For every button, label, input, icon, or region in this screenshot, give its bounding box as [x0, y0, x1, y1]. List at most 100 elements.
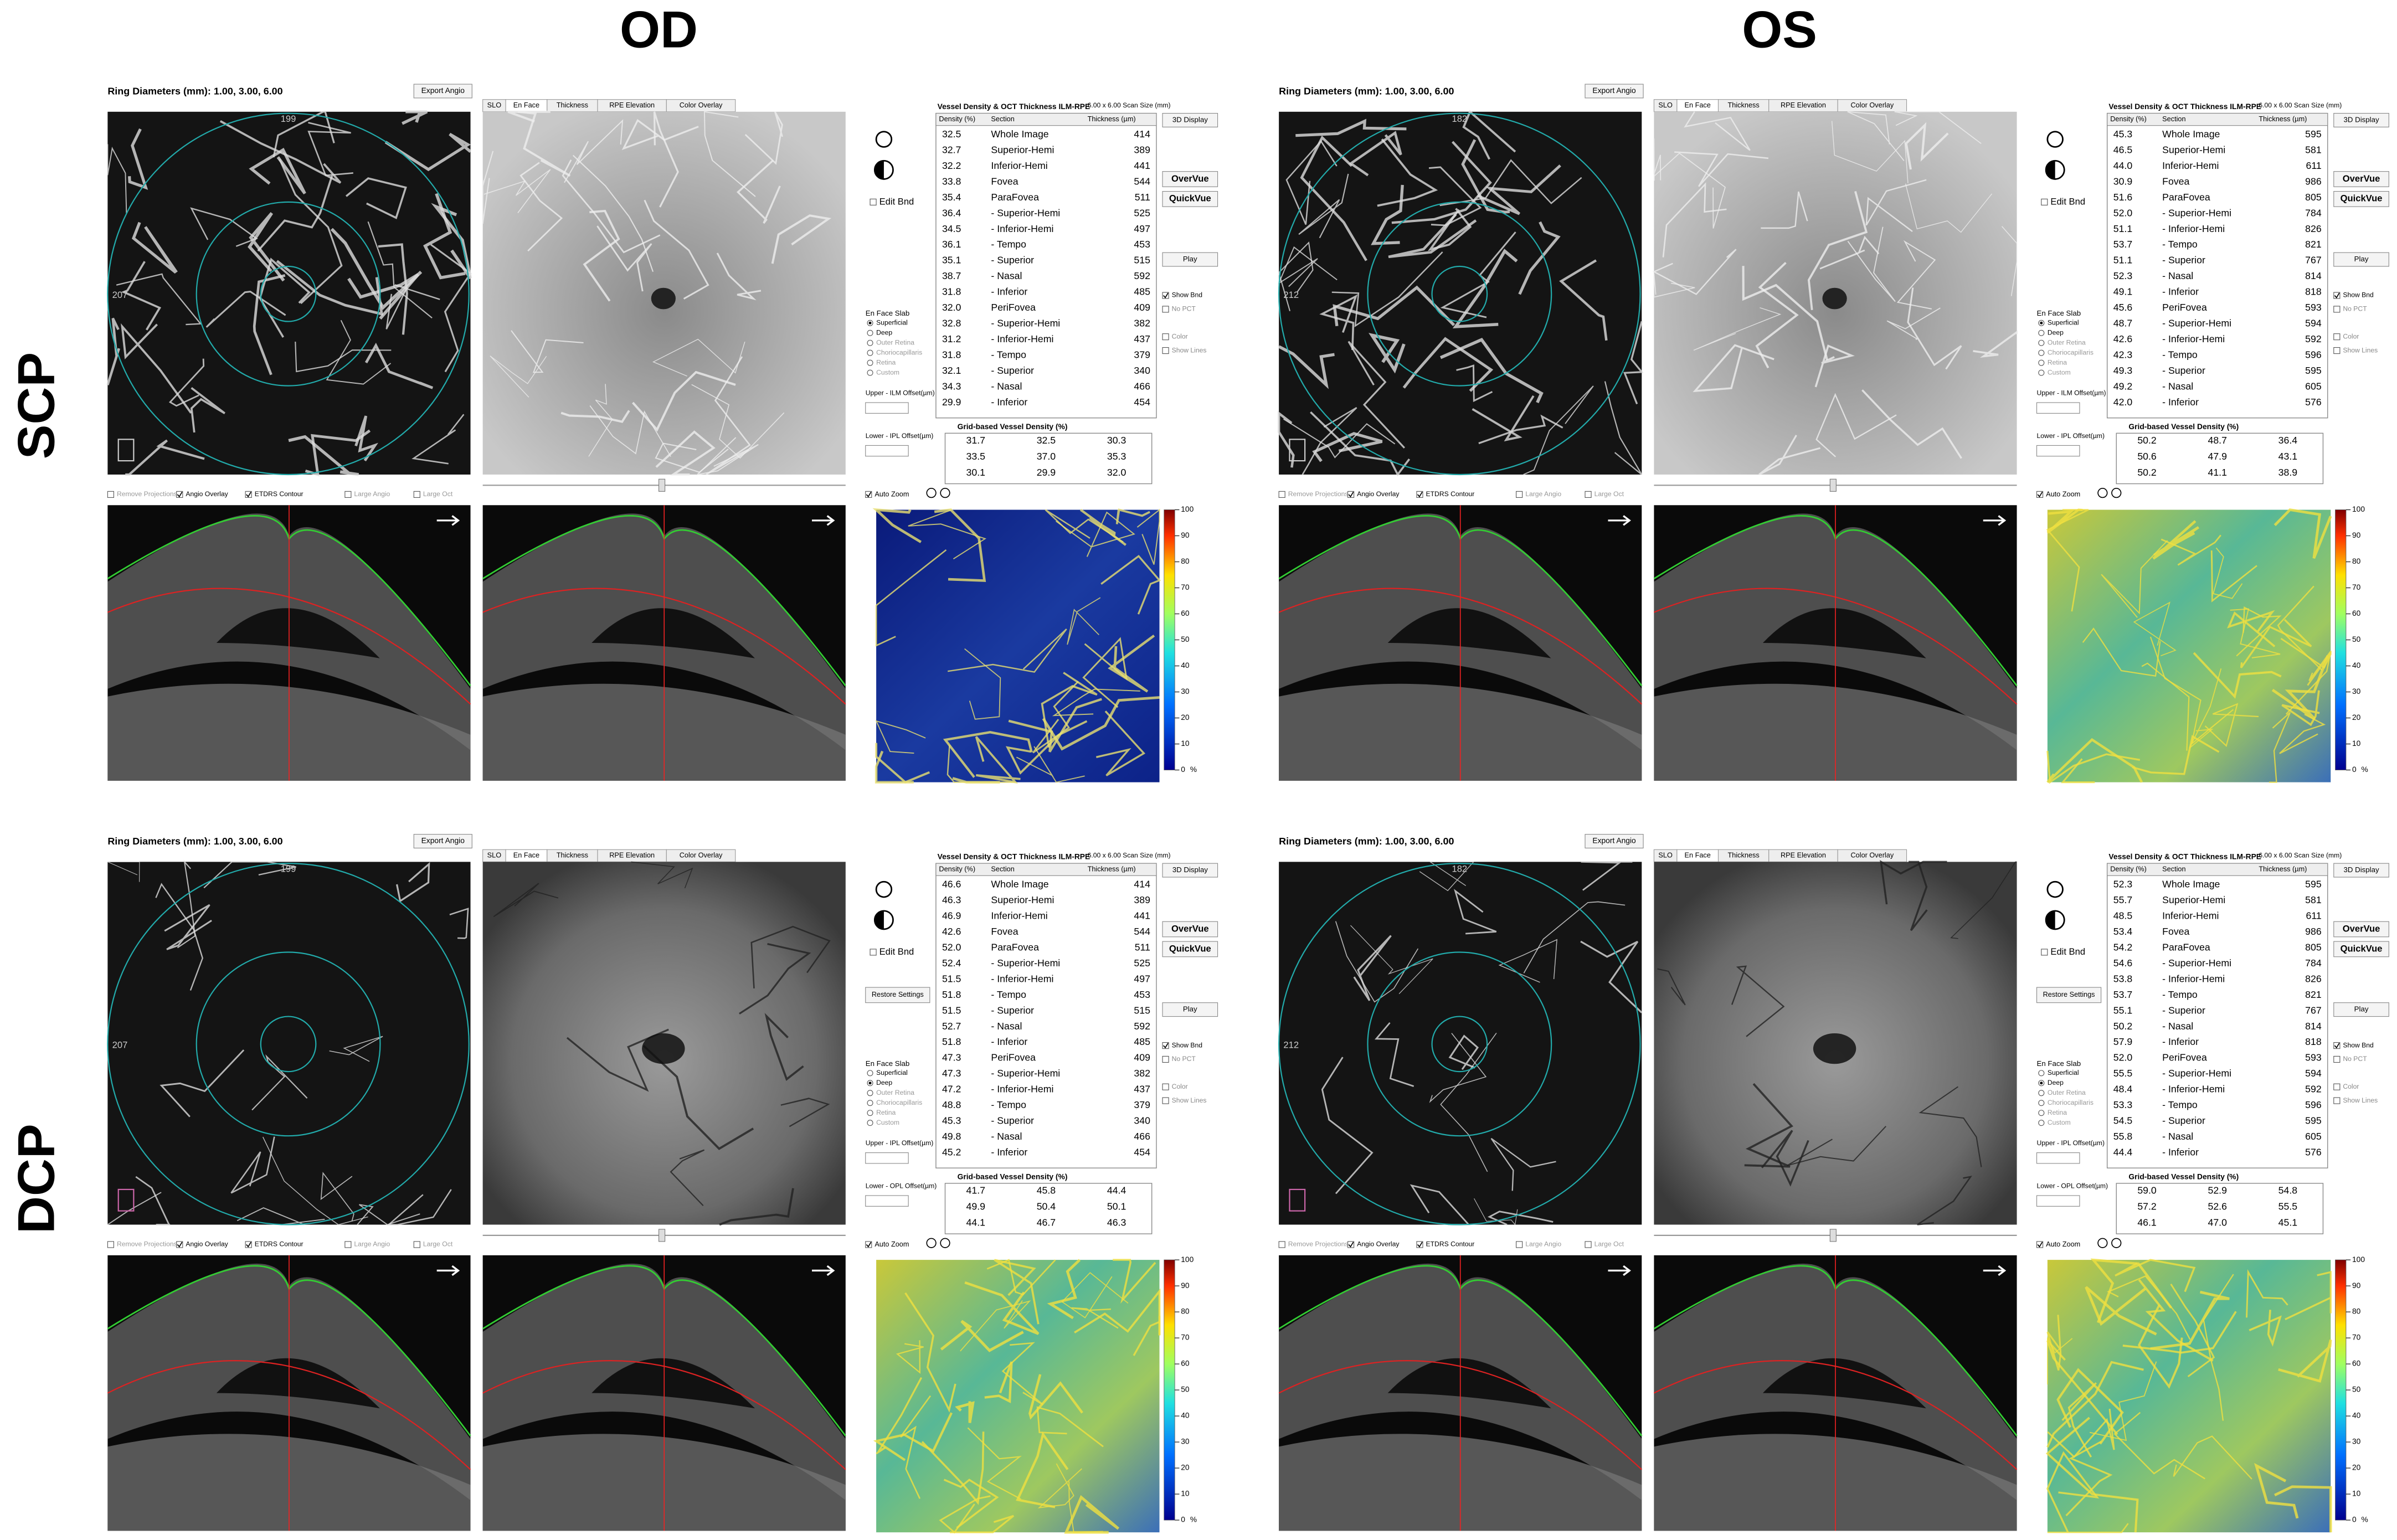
radio[interactable]	[2038, 1090, 2045, 1096]
radio-label[interactable]: Superficial	[2048, 319, 2079, 327]
tab-label[interactable]: RPE Elevation	[609, 101, 655, 109]
checkbox[interactable]	[1278, 491, 1285, 498]
checkbox[interactable]	[2036, 491, 2044, 498]
tab-label[interactable]: SLO	[487, 101, 502, 109]
checkbox-label[interactable]: No PCT	[1172, 305, 1196, 313]
button-label[interactable]: Export Angio	[1592, 836, 1636, 845]
radio[interactable]	[867, 1110, 873, 1116]
slider-thumb[interactable]	[1829, 1229, 1837, 1242]
radio-label[interactable]: Outer Retina	[2048, 338, 2086, 346]
button-label[interactable]: QuickVue	[2341, 193, 2383, 204]
button[interactable]	[865, 987, 930, 1003]
radio[interactable]	[2038, 1120, 2045, 1126]
tab-label[interactable]: RPE Elevation	[609, 851, 655, 859]
checkbox[interactable]	[245, 491, 252, 498]
tab-label[interactable]: Thickness	[557, 101, 588, 109]
button-label[interactable]: Play	[2354, 255, 2369, 263]
checkbox-label[interactable]: Large Angio	[354, 1240, 390, 1248]
checkbox-label[interactable]: Remove Projections	[1288, 1240, 1349, 1248]
button-label[interactable]: QuickVue	[2341, 943, 2383, 954]
checkbox-label[interactable]: Large Oct	[423, 490, 453, 498]
tab-label[interactable]: RPE Elevation	[1781, 851, 1826, 859]
radio-label[interactable]: Superficial	[2048, 1069, 2079, 1077]
radio[interactable]	[867, 1120, 873, 1126]
checkbox[interactable]	[1162, 1097, 1169, 1104]
tab-label[interactable]: Thickness	[557, 851, 588, 859]
button[interactable]	[413, 84, 472, 99]
checkbox-label[interactable]: No PCT	[2343, 1055, 2367, 1063]
button-label[interactable]: OverVue	[2343, 923, 2380, 934]
tab-label[interactable]: RPE Elevation	[1781, 101, 1826, 109]
button[interactable]	[2333, 252, 2389, 267]
button-label[interactable]: Export Angio	[421, 86, 465, 95]
checkbox-label[interactable]: Large Angio	[354, 490, 390, 498]
checkbox[interactable]	[107, 491, 114, 498]
checkbox[interactable]	[1162, 292, 1169, 299]
radio-label[interactable]: Custom	[876, 1119, 899, 1126]
checkbox[interactable]	[107, 1241, 114, 1248]
zoom-out[interactable]	[940, 488, 950, 498]
slider-thumb[interactable]	[658, 478, 666, 492]
checkbox[interactable]	[1416, 491, 1423, 498]
checkbox-label[interactable]: Edit Bnd	[2050, 196, 2085, 207]
checkbox-label[interactable]: Auto Zoom	[875, 1240, 909, 1248]
checkbox-label[interactable]: Show Lines	[1172, 346, 1207, 354]
offset-input[interactable]	[2036, 445, 2080, 457]
zoom-out[interactable]	[2111, 488, 2122, 498]
checkbox[interactable]	[1516, 491, 1523, 498]
checkbox-label[interactable]: Color	[2343, 332, 2359, 340]
radio-label[interactable]: Superficial	[876, 1069, 908, 1077]
checkbox[interactable]	[865, 491, 872, 498]
radio-label[interactable]: Deep	[2048, 1079, 2064, 1086]
checkbox-label[interactable]: Show Lines	[2343, 1096, 2378, 1104]
checkbox[interactable]	[344, 1241, 352, 1248]
radio[interactable]	[2038, 339, 2045, 346]
radio-label[interactable]: Custom	[2048, 368, 2071, 376]
checkbox-label[interactable]: ETDRS Contour	[255, 490, 304, 498]
button[interactable]	[2333, 863, 2389, 878]
radio-label[interactable]: Retina	[876, 1109, 896, 1116]
checkbox-label[interactable]: Remove Projections	[117, 1240, 177, 1248]
tab-label[interactable]: Thickness	[1728, 851, 1760, 859]
radio[interactable]	[2038, 349, 2045, 356]
button-label[interactable]: OverVue	[1171, 173, 1209, 184]
checkbox[interactable]	[1585, 491, 1592, 498]
button[interactable]	[1162, 190, 1218, 207]
button[interactable]	[1162, 252, 1218, 267]
tab-label[interactable]: Thickness	[1728, 101, 1760, 109]
tab-label[interactable]: Color Overlay	[1851, 851, 1894, 859]
radio-label[interactable]: Deep	[2048, 328, 2064, 336]
checkbox-label[interactable]: Show Bnd	[2343, 291, 2373, 299]
checkbox-label[interactable]: Show Bnd	[1172, 291, 1202, 299]
radio[interactable]	[867, 349, 873, 356]
tab-label[interactable]: En Face	[1685, 851, 1711, 859]
radio-label[interactable]: Outer Retina	[876, 338, 914, 346]
radio-label[interactable]: Choriocapillaris	[2048, 1099, 2093, 1106]
checkbox[interactable]	[1516, 1241, 1523, 1248]
checkbox[interactable]	[2041, 198, 2048, 205]
checkbox[interactable]	[413, 1241, 420, 1248]
checkbox[interactable]	[1162, 347, 1169, 354]
checkbox-label[interactable]: Remove Projections	[1288, 490, 1349, 498]
offset-input[interactable]	[865, 445, 909, 457]
checkbox-label[interactable]: Auto Zoom	[2046, 1240, 2080, 1248]
checkbox-label[interactable]: Color	[1172, 1083, 1188, 1090]
checkbox[interactable]	[1347, 1241, 1355, 1248]
button[interactable]	[413, 834, 472, 849]
button[interactable]	[1585, 834, 1644, 849]
tab-label[interactable]: En Face	[1685, 101, 1711, 109]
checkbox[interactable]	[1162, 333, 1169, 341]
checkbox[interactable]	[245, 1241, 252, 1248]
checkbox[interactable]	[344, 491, 352, 498]
button-label[interactable]: Restore Settings	[872, 990, 924, 998]
radio-label[interactable]: Outer Retina	[2048, 1089, 2086, 1096]
radio-label[interactable]: Retina	[876, 358, 896, 366]
checkbox-label[interactable]: Large Oct	[423, 1240, 453, 1248]
checkbox[interactable]	[1347, 491, 1355, 498]
button-label[interactable]: Export Angio	[421, 836, 465, 845]
checkbox[interactable]	[1162, 306, 1169, 313]
radio-label[interactable]: Deep	[876, 328, 892, 336]
zoom-out[interactable]	[940, 1238, 950, 1248]
checkbox[interactable]	[2333, 1083, 2341, 1090]
checkbox-label[interactable]: Large Angio	[1525, 490, 1561, 498]
